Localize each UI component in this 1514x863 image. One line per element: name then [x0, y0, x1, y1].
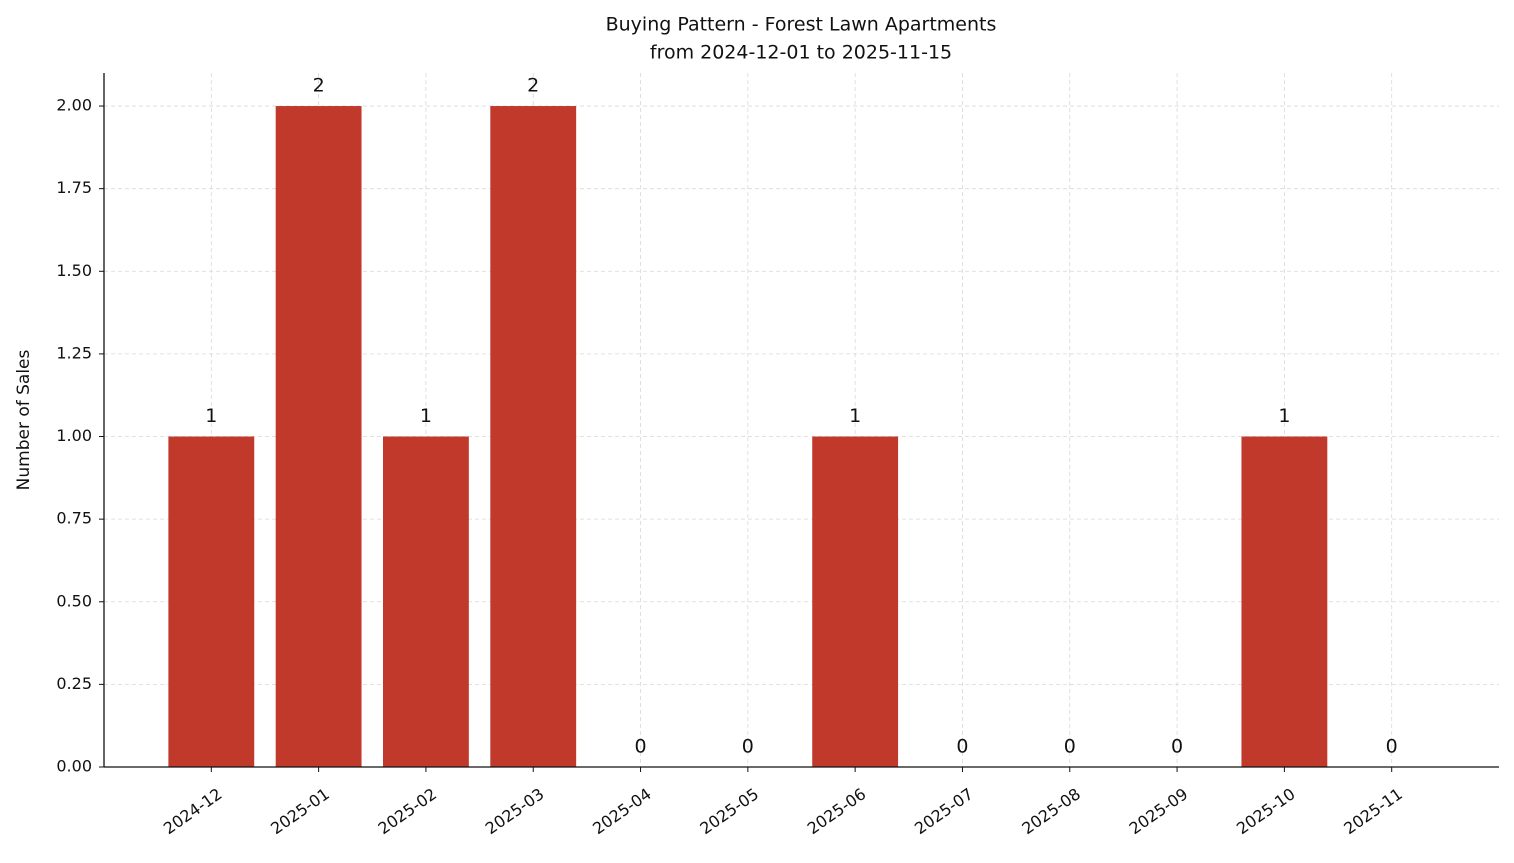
chart-title: Buying Pattern - Forest Lawn Apartments — [606, 14, 997, 36]
x-tick-label: 2025-03 — [482, 784, 548, 838]
value-label: 1 — [1278, 405, 1290, 427]
bar — [168, 436, 255, 767]
x-tick-label: 2025-06 — [804, 784, 870, 838]
y-tick-label: 1.25 — [56, 343, 92, 362]
bar — [1241, 436, 1328, 767]
value-label: 1 — [420, 405, 432, 427]
x-tick-label: 2025-09 — [1126, 784, 1192, 838]
value-label: 0 — [1171, 736, 1183, 758]
bar — [490, 106, 577, 768]
x-tick-label: 2025-11 — [1340, 784, 1406, 838]
y-tick-label: 0.25 — [56, 674, 92, 693]
value-label: 1 — [849, 405, 861, 427]
value-label: 0 — [1386, 736, 1398, 758]
y-tick-label: 0.00 — [56, 757, 92, 776]
x-tick-label: 2025-08 — [1018, 784, 1084, 838]
y-tick-label: 2.00 — [56, 96, 92, 115]
y-tick-label: 1.00 — [56, 426, 92, 445]
value-label: 0 — [1064, 736, 1076, 758]
chart-subtitle: from 2024-12-01 to 2025-11-15 — [650, 42, 952, 64]
value-label: 0 — [956, 736, 968, 758]
y-tick-label: 0.50 — [56, 591, 92, 610]
x-tick-label: 2025-10 — [1233, 784, 1299, 838]
x-tick-label: 2025-02 — [375, 784, 441, 838]
x-tick-label: 2025-05 — [696, 784, 762, 838]
value-label: 2 — [313, 75, 325, 97]
value-label: 0 — [742, 736, 754, 758]
x-tick-label: 2025-07 — [911, 784, 977, 838]
x-tick-label: 2024-12 — [160, 784, 226, 838]
value-label: 0 — [634, 736, 646, 758]
bar — [812, 436, 899, 767]
y-tick-label: 0.75 — [56, 509, 92, 528]
value-label: 2 — [527, 75, 539, 97]
bar — [275, 106, 362, 768]
value-label: 1 — [205, 405, 217, 427]
x-tick-label: 2025-01 — [267, 784, 333, 838]
y-axis-label: Number of Sales — [14, 349, 34, 490]
y-tick-label: 1.75 — [56, 178, 92, 197]
x-tick-label: 2025-04 — [589, 784, 655, 838]
bar — [383, 436, 469, 767]
y-tick-label: 1.50 — [56, 261, 92, 280]
